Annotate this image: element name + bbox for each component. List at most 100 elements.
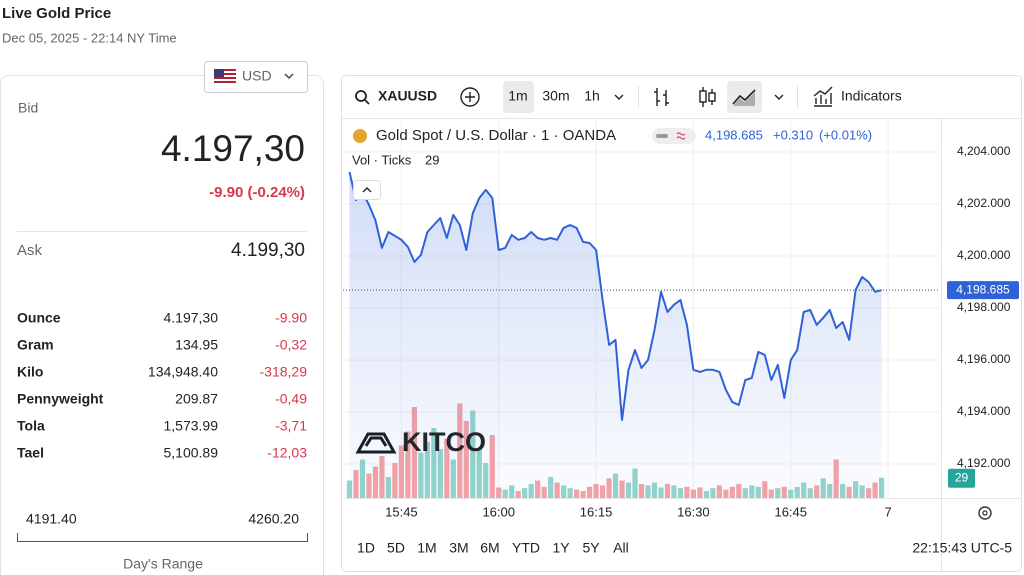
range-button[interactable]: 6M <box>480 540 499 556</box>
status-dot <box>656 134 668 138</box>
ask-price: 4.199,30 <box>231 240 305 261</box>
flag-canton <box>214 69 224 77</box>
currency-select[interactable]: USD <box>204 61 308 93</box>
x-tick-label: 7 <box>884 504 891 519</box>
unit-change: -318,29 <box>260 364 308 380</box>
unit-change: -0,32 <box>275 337 307 353</box>
unit-name: Kilo <box>17 364 43 380</box>
search-icon-handle <box>364 99 370 105</box>
price-area <box>349 172 882 498</box>
timestamp: Dec 05, 2025 - 22:14 NY Time <box>2 30 177 45</box>
area-icon[interactable] <box>732 89 756 105</box>
range-button[interactable]: 5Y <box>582 540 600 556</box>
x-tick-label: 15:45 <box>385 504 418 519</box>
search-icon[interactable] <box>355 90 367 102</box>
unit-price: 1,573.99 <box>164 418 219 434</box>
plus <box>465 92 475 102</box>
chevron-up <box>362 187 372 193</box>
volume-tag <box>948 468 975 488</box>
chevron <box>284 73 294 80</box>
unit-change: -0,49 <box>275 391 307 407</box>
y-tick-label: 4,196.000 <box>957 352 1011 366</box>
bid-change: -9.90 (-0.24%) <box>209 184 305 201</box>
ask-label: Ask <box>17 242 43 259</box>
candle <box>699 90 707 103</box>
range-button[interactable]: 1D <box>357 540 375 556</box>
unit-table: Ounce 4.197,30 -9.90 Gram 134.95 -0,32 Kilo 134… <box>17 310 307 461</box>
unit-name: Pennyweight <box>17 391 104 407</box>
last-price-tag-label: 4,198.685 <box>956 282 1010 296</box>
y-tick-label: 4,204.000 <box>957 144 1011 158</box>
unit-name: Gram <box>17 337 54 353</box>
x-tick-label: 16:30 <box>677 504 710 519</box>
interval[interactable]: 1m <box>508 88 527 104</box>
volume-tag-label: 29 <box>955 470 969 484</box>
interval[interactable]: 30m <box>542 88 569 104</box>
range-button[interactable]: YTD <box>512 540 540 556</box>
range-bracket <box>17 533 308 542</box>
flag-stripe <box>214 75 236 77</box>
indicators-icon[interactable] <box>813 86 833 107</box>
range-button[interactable]: 3M <box>449 540 468 556</box>
y-tick-label: 4,198.000 <box>957 300 1011 314</box>
bid-price: 4.197,30 <box>161 128 305 169</box>
unit-price: 134,948.40 <box>148 364 218 380</box>
symbol[interactable]: XAUUSD <box>378 88 437 104</box>
range-high: 4260.20 <box>248 511 299 527</box>
chevron[interactable] <box>774 94 784 100</box>
range-buttons: 1D 5D 1M 3M 6M YTD 1Y 5Y All <box>357 540 629 556</box>
status-pill <box>652 128 696 144</box>
last-price-tag <box>947 281 1019 300</box>
range-button[interactable]: 5D <box>387 540 405 556</box>
y-tick-label: 4,200.000 <box>957 248 1011 262</box>
flag-stripe <box>214 79 236 81</box>
price-change-pct: (+0.01%) <box>819 127 872 142</box>
indicators-button[interactable]: Indicators <box>841 88 902 104</box>
plot-area: 4,192.000 4,194.000 4,196.000 4,198.000 4,20… <box>343 119 1021 571</box>
range-button[interactable]: 1Y <box>552 540 570 556</box>
y-tick-label: 4,202.000 <box>957 196 1011 210</box>
x-tick-label: 16:45 <box>774 504 807 519</box>
range-button[interactable]: 1M <box>417 540 436 556</box>
unit-name: Tael <box>17 445 44 461</box>
symbol-logo <box>353 129 367 143</box>
candle <box>708 92 716 102</box>
y-tick-label: 4,194.000 <box>957 404 1011 418</box>
page-title: Live Gold Price <box>2 5 111 22</box>
compare-button[interactable] <box>460 87 480 107</box>
toolbar: XAUUSD 1m 30m 1h Indicators <box>355 81 902 113</box>
unit-price: 209.87 <box>175 391 218 407</box>
chevron[interactable] <box>614 94 624 100</box>
interval[interactable]: 1h <box>584 88 600 104</box>
quote-card <box>0 75 324 575</box>
volume-bar <box>346 480 353 498</box>
flag-stripe <box>214 71 236 73</box>
x-tick-label: 16:15 <box>580 504 613 519</box>
unit-price: 4.197,30 <box>164 310 219 326</box>
bid-label: Bid <box>18 100 38 116</box>
collapse-button[interactable] <box>353 180 381 200</box>
clock: 22:15:43 UTC-5 <box>912 540 1012 556</box>
range-low: 4191.40 <box>26 511 77 527</box>
unit-name: Ounce <box>17 310 61 326</box>
y-tick-label: 4,192.000 <box>957 456 1011 470</box>
unit-change: -9.90 <box>275 310 307 326</box>
volume-name: Vol · Ticks <box>352 152 412 167</box>
volume-value: 29 <box>425 152 439 167</box>
last-price: 4,198.685 <box>705 127 763 142</box>
chart-type-selected-bg <box>727 81 762 113</box>
unit-change: -3,71 <box>275 418 307 434</box>
unit-price: 5,100.89 <box>164 445 219 461</box>
range-label: Day's Range <box>123 556 203 572</box>
area-icon-fill <box>733 92 755 106</box>
bars-icon[interactable] <box>654 88 669 106</box>
series-name: Gold Spot / U.S. Dollar · 1 · OANDA <box>376 127 616 144</box>
interval-selected-bg <box>503 81 534 113</box>
currency[interactable]: USD <box>242 68 272 84</box>
unit-change: -12,03 <box>267 445 307 461</box>
range-button[interactable]: All <box>613 540 629 556</box>
settings-icon[interactable] <box>978 506 992 520</box>
price-line <box>348 171 882 421</box>
status-wave <box>676 132 686 140</box>
